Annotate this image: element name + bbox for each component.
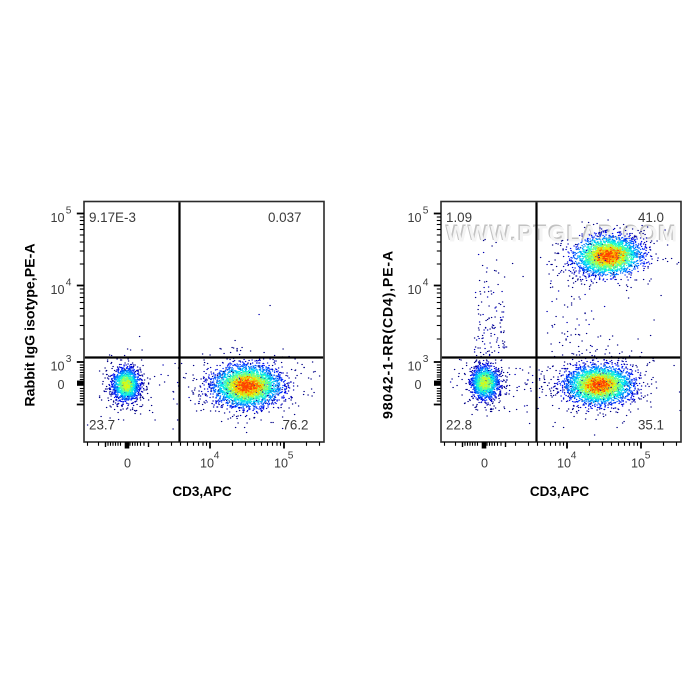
svg-text:4: 4	[66, 277, 72, 288]
svg-text:5: 5	[66, 205, 72, 216]
svg-text:22.8: 22.8	[446, 418, 472, 433]
svg-text:3: 3	[66, 354, 72, 365]
svg-text:3: 3	[423, 354, 429, 365]
svg-text:1.09: 1.09	[446, 210, 472, 225]
svg-text:4: 4	[214, 451, 220, 462]
svg-text:10: 10	[50, 360, 64, 374]
svg-text:10: 10	[50, 283, 64, 297]
svg-text:98042-1-RR(CD4),PE-A: 98042-1-RR(CD4),PE-A	[381, 250, 397, 419]
svg-text:0: 0	[57, 378, 64, 392]
svg-text:10: 10	[200, 456, 214, 470]
svg-text:5: 5	[423, 205, 429, 216]
svg-text:5: 5	[645, 451, 651, 462]
svg-text:CD3,APC: CD3,APC	[530, 484, 590, 499]
svg-text:0: 0	[124, 456, 131, 470]
svg-text:10: 10	[407, 360, 421, 374]
svg-text:CD3,APC: CD3,APC	[172, 484, 232, 499]
svg-text:9.17E-3: 9.17E-3	[89, 210, 136, 225]
svg-text:10: 10	[557, 456, 571, 470]
svg-text:35.1: 35.1	[638, 418, 664, 433]
svg-text:10: 10	[50, 211, 64, 225]
svg-text:0: 0	[481, 456, 488, 470]
svg-text:Rabbit IgG isotype,PE-A: Rabbit IgG isotype,PE-A	[23, 243, 39, 406]
svg-text:76.2: 76.2	[282, 418, 308, 433]
svg-text:0.037: 0.037	[268, 210, 302, 225]
svg-text:10: 10	[274, 456, 288, 470]
svg-text:0: 0	[414, 378, 421, 392]
svg-text:10: 10	[407, 283, 421, 297]
svg-text:4: 4	[571, 451, 577, 462]
svg-text:10: 10	[631, 456, 645, 470]
svg-text:41.0: 41.0	[638, 210, 664, 225]
svg-text:WWW.PTGLAB.COM: WWW.PTGLAB.COM	[446, 221, 678, 246]
svg-text:5: 5	[288, 451, 294, 462]
svg-text:4: 4	[423, 277, 429, 288]
svg-text:10: 10	[407, 211, 421, 225]
svg-text:23.7: 23.7	[89, 418, 115, 433]
